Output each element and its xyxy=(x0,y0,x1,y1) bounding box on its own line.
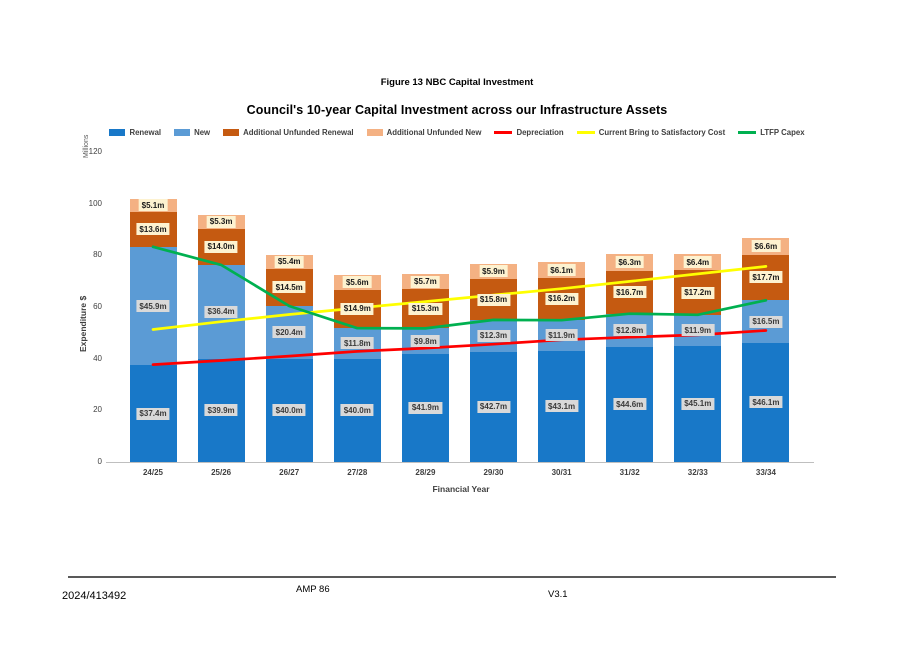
footer-divider xyxy=(68,576,836,578)
footer-document-number: 2024/413492 xyxy=(62,590,127,602)
data-label: $5.6m xyxy=(342,276,372,289)
data-label: $5.1m xyxy=(138,199,168,212)
data-label: $15.8m xyxy=(476,293,511,306)
plot-canvas: $37.4m $45.9m $13.6m $5.1m $39.9m $36.4m $14.0… xyxy=(110,152,812,462)
data-label: $40.0m xyxy=(272,404,306,417)
legend-item-additional-unfunded-new: Additional Unfunded New xyxy=(366,128,482,137)
y-tick-label: 100 xyxy=(88,198,102,208)
data-label: $17.2m xyxy=(681,286,715,299)
data-label: $12.8m xyxy=(613,324,647,337)
legend-label: LTFP Capex xyxy=(760,128,805,137)
legend-swatch xyxy=(494,131,513,134)
data-label: $43.1m xyxy=(545,400,579,413)
legend-item-ltfp-capex: LTFP Capex xyxy=(738,128,805,137)
data-label: $39.9m xyxy=(204,404,238,417)
y-tick-label: 0 xyxy=(97,457,102,466)
data-label: $36.4m xyxy=(204,305,238,318)
chart-legend: Renewal New Additional Unfunded Renewal Add… xyxy=(0,128,914,137)
line-series-ltfp-capex xyxy=(151,245,768,330)
data-label: $5.4m xyxy=(274,255,304,268)
data-label: $20.4m xyxy=(272,326,306,339)
data-label: $44.6m xyxy=(613,398,647,411)
y-tick-label: 20 xyxy=(93,405,102,415)
data-label: $6.6m xyxy=(751,240,781,253)
x-tick-label: 25/26 xyxy=(211,468,232,477)
data-label: $45.9m xyxy=(136,300,170,313)
data-label: $16.7m xyxy=(613,286,647,299)
legend-label: Depreciation xyxy=(516,128,564,137)
y-tick-label: 80 xyxy=(93,250,102,260)
y-tick-label: 120 xyxy=(88,147,102,156)
chart-title: Council's 10-year Capital Investment acr… xyxy=(246,103,668,117)
line-series-current-bring-to-satisfactory-cost xyxy=(151,265,768,331)
data-label: $5.9m xyxy=(479,265,508,278)
data-label: $9.8m xyxy=(411,335,440,348)
data-label: $6.4m xyxy=(683,256,713,269)
legend-item-renewal: Renewal xyxy=(109,128,161,137)
data-label: $11.9m xyxy=(545,329,578,342)
legend-item-new: New xyxy=(174,128,210,137)
x-tick-label: 27/28 xyxy=(347,468,368,477)
data-label: $5.3m xyxy=(206,215,236,228)
data-label: $12.3m xyxy=(476,329,511,342)
data-label: $11.8m xyxy=(340,337,374,350)
legend-swatch xyxy=(366,129,383,136)
x-tick-label: 29/30 xyxy=(483,468,504,477)
data-label: $40.0m xyxy=(340,404,374,417)
x-axis-title: Financial Year xyxy=(432,484,490,494)
data-label: $45.1m xyxy=(681,397,715,410)
legend-label: Current Bring to Satisfactory Cost xyxy=(598,128,726,137)
data-label: $16.2m xyxy=(545,292,579,305)
x-tick-label: 32/33 xyxy=(687,468,708,477)
footer-center-text: AMP 86 xyxy=(296,584,330,595)
legend-swatch xyxy=(174,129,191,136)
legend-swatch xyxy=(109,129,126,136)
legend-item-depreciation: Depreciation xyxy=(494,128,564,137)
legend-swatch xyxy=(576,131,595,134)
data-label: $15.3m xyxy=(408,302,442,315)
data-label: $16.5m xyxy=(749,315,783,328)
legend-label: Renewal xyxy=(129,128,162,137)
y-tick-label: 40 xyxy=(93,353,102,363)
data-label: $13.6m xyxy=(136,223,170,236)
legend-label: Additional Unfunded New xyxy=(386,128,482,137)
x-tick-label: 28/29 xyxy=(415,468,436,477)
legend-swatch xyxy=(738,131,757,134)
data-label: $14.5m xyxy=(272,281,306,294)
data-label: $17.7m xyxy=(749,271,783,284)
data-label: $11.9m xyxy=(681,324,715,337)
line-series-depreciation xyxy=(151,329,768,366)
data-label: $14.0m xyxy=(204,240,238,253)
data-label: $41.9m xyxy=(408,401,442,414)
x-tick-label: 24/25 xyxy=(142,468,164,477)
data-label: $37.4m xyxy=(136,407,170,420)
legend-item-additional-unfunded-renewal: Additional Unfunded Renewal xyxy=(223,128,354,137)
x-tick-label: 31/32 xyxy=(619,468,640,477)
line-series-overlay xyxy=(151,245,768,366)
figure-caption: Figure 13 NBC Capital Investment xyxy=(380,77,534,88)
data-label: $42.7m xyxy=(476,400,511,413)
legend-item-current-bring-to-satisfactory-cost: Current Bring to Satisfactory Cost xyxy=(576,128,726,137)
x-tick-label: 30/31 xyxy=(551,468,572,477)
x-tick-label: 26/27 xyxy=(279,468,300,477)
legend-label: New xyxy=(194,128,211,137)
data-label: $6.1m xyxy=(547,264,576,277)
x-axis-line xyxy=(106,462,814,463)
data-label: $6.3m xyxy=(615,256,645,269)
legend-swatch xyxy=(223,129,240,136)
legend-label: Additional Unfunded Renewal xyxy=(243,128,354,137)
x-tick-label: 33/34 xyxy=(755,468,776,477)
data-label: $14.9m xyxy=(340,302,374,315)
footer-version: V3.1 xyxy=(548,589,568,600)
y-tick-label: 60 xyxy=(93,302,102,311)
data-label: $46.1m xyxy=(749,396,783,409)
data-label: $5.7m xyxy=(411,275,440,288)
